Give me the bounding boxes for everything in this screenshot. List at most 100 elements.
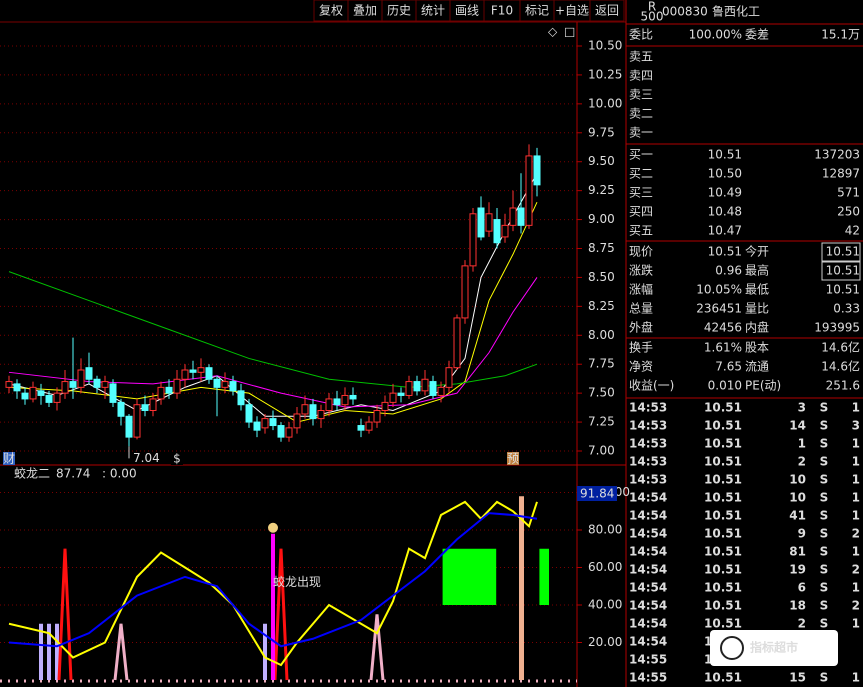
stock-code: 000830 bbox=[662, 5, 708, 19]
tick-cell: 14:54 bbox=[629, 599, 667, 613]
buy-price: 10.51 bbox=[708, 148, 742, 162]
toolbar-label[interactable]: 历史 bbox=[387, 4, 411, 18]
toolbar-label[interactable]: F10 bbox=[491, 4, 513, 18]
value: 100.00% bbox=[689, 28, 742, 42]
tick-cell: 10.51 bbox=[704, 491, 742, 505]
toolbar-button[interactable] bbox=[313, 0, 349, 22]
label: 涨幅 bbox=[629, 282, 653, 297]
candle-body bbox=[293, 413, 301, 429]
y-tick-label: 10.50 bbox=[588, 39, 622, 53]
indicator-value: 87.74 bbox=[56, 467, 90, 481]
value: 10.51 bbox=[826, 245, 860, 259]
y-tick-label: 8.00 bbox=[588, 328, 615, 342]
candle-body bbox=[453, 317, 461, 369]
tick-cell: 10.51 bbox=[704, 617, 742, 631]
candle-body bbox=[325, 398, 333, 411]
candle-body bbox=[477, 207, 485, 238]
candle-body bbox=[109, 383, 117, 403]
candle-body bbox=[309, 404, 317, 420]
label: 净资 bbox=[629, 360, 653, 374]
tick-cell: 14:53 bbox=[629, 401, 667, 415]
tick-cell: 14:53 bbox=[629, 419, 667, 433]
candle-body bbox=[421, 378, 429, 392]
tick-cell: S bbox=[820, 545, 829, 559]
candle-body bbox=[205, 367, 213, 380]
candle-body bbox=[53, 392, 61, 403]
tick-cell: 19 bbox=[789, 563, 806, 577]
label: 最高 bbox=[745, 263, 769, 278]
tick-cell: 10.51 bbox=[704, 527, 742, 541]
buy-label: 买四 bbox=[629, 205, 653, 219]
sell-label: 卖一 bbox=[629, 126, 653, 140]
tick-cell: 2 bbox=[798, 455, 806, 469]
tick-cell: 10.51 bbox=[704, 419, 742, 433]
tick-cell: 1 bbox=[852, 491, 860, 505]
blue-line bbox=[8, 512, 538, 648]
tick-cell: 1 bbox=[852, 671, 860, 685]
tick-cell: S bbox=[820, 419, 829, 433]
tick-cell: 10.51 bbox=[704, 437, 742, 451]
candle-body bbox=[517, 207, 525, 226]
spike bbox=[369, 614, 385, 681]
toolbar-label[interactable]: 返回 bbox=[595, 4, 619, 18]
candle-body bbox=[277, 425, 285, 438]
candle-body bbox=[45, 394, 53, 403]
y-tick-label: 10.25 bbox=[588, 67, 622, 81]
candle-body bbox=[133, 404, 141, 438]
tick-cell: 1 bbox=[852, 617, 860, 631]
current-box bbox=[577, 486, 617, 501]
signal-bar bbox=[271, 533, 275, 680]
candle-body bbox=[341, 394, 349, 406]
sell-label: 卖二 bbox=[629, 107, 653, 121]
value: 10.51 bbox=[708, 245, 742, 259]
tick-cell: 1 bbox=[852, 581, 860, 595]
event-box bbox=[507, 452, 519, 465]
candle-body bbox=[357, 425, 365, 431]
candle-body bbox=[509, 207, 517, 226]
green-box bbox=[442, 548, 497, 605]
value: 7.65 bbox=[715, 360, 742, 374]
toolbar-label[interactable]: 标记 bbox=[525, 4, 549, 18]
tick-cell: 3 bbox=[852, 419, 860, 433]
toolbar-label[interactable]: 叠加 bbox=[353, 4, 377, 18]
sell-label: 卖五 bbox=[629, 50, 653, 64]
value: 42456 bbox=[704, 321, 742, 335]
low-label: 7.04 bbox=[133, 451, 160, 465]
tick-cell: 10.51 bbox=[704, 545, 742, 559]
buy-label: 买一 bbox=[629, 148, 653, 162]
candle-body bbox=[229, 381, 237, 392]
spike bbox=[273, 548, 289, 681]
candle-body bbox=[501, 224, 509, 238]
y-tick-label: 80.00 bbox=[588, 523, 622, 537]
candle-body bbox=[333, 398, 341, 406]
value: 10.51 bbox=[826, 264, 860, 278]
tick-cell: 14:54 bbox=[629, 581, 667, 595]
toolbar-label[interactable]: 画线 bbox=[455, 4, 479, 18]
toolbar-label[interactable]: 复权 bbox=[319, 4, 343, 18]
value: 0.010 bbox=[708, 379, 742, 393]
spike bbox=[113, 623, 129, 681]
label: 委比 bbox=[629, 28, 653, 42]
toolbar-label[interactable]: 统计 bbox=[421, 4, 445, 18]
candle-body bbox=[237, 390, 245, 406]
y-tick-label: 9.75 bbox=[588, 125, 615, 139]
tick-cell: 14:54 bbox=[629, 635, 667, 649]
buy-price: 10.47 bbox=[708, 224, 742, 238]
tick-cell: 2 bbox=[852, 527, 860, 541]
tick-cell: 14:54 bbox=[629, 509, 667, 523]
candle-body bbox=[469, 213, 477, 267]
value: 14.6亿 bbox=[821, 359, 860, 374]
tick-cell: S bbox=[820, 581, 829, 595]
y-tick-label: 60.00 bbox=[588, 560, 622, 574]
tick-cell: 10 bbox=[789, 473, 806, 487]
candle-body bbox=[269, 418, 277, 427]
buy-volume: 250 bbox=[837, 205, 860, 219]
label: 收益(一) bbox=[629, 379, 674, 393]
toolbar-label[interactable]: +自选 bbox=[555, 4, 589, 18]
tick-cell: 1 bbox=[798, 437, 806, 451]
thin-bar bbox=[55, 623, 59, 680]
tick-cell: 15 bbox=[789, 671, 806, 685]
tick-cell: 14:53 bbox=[629, 455, 667, 469]
value-box bbox=[821, 261, 861, 281]
tick-cell: 9 bbox=[798, 527, 806, 541]
